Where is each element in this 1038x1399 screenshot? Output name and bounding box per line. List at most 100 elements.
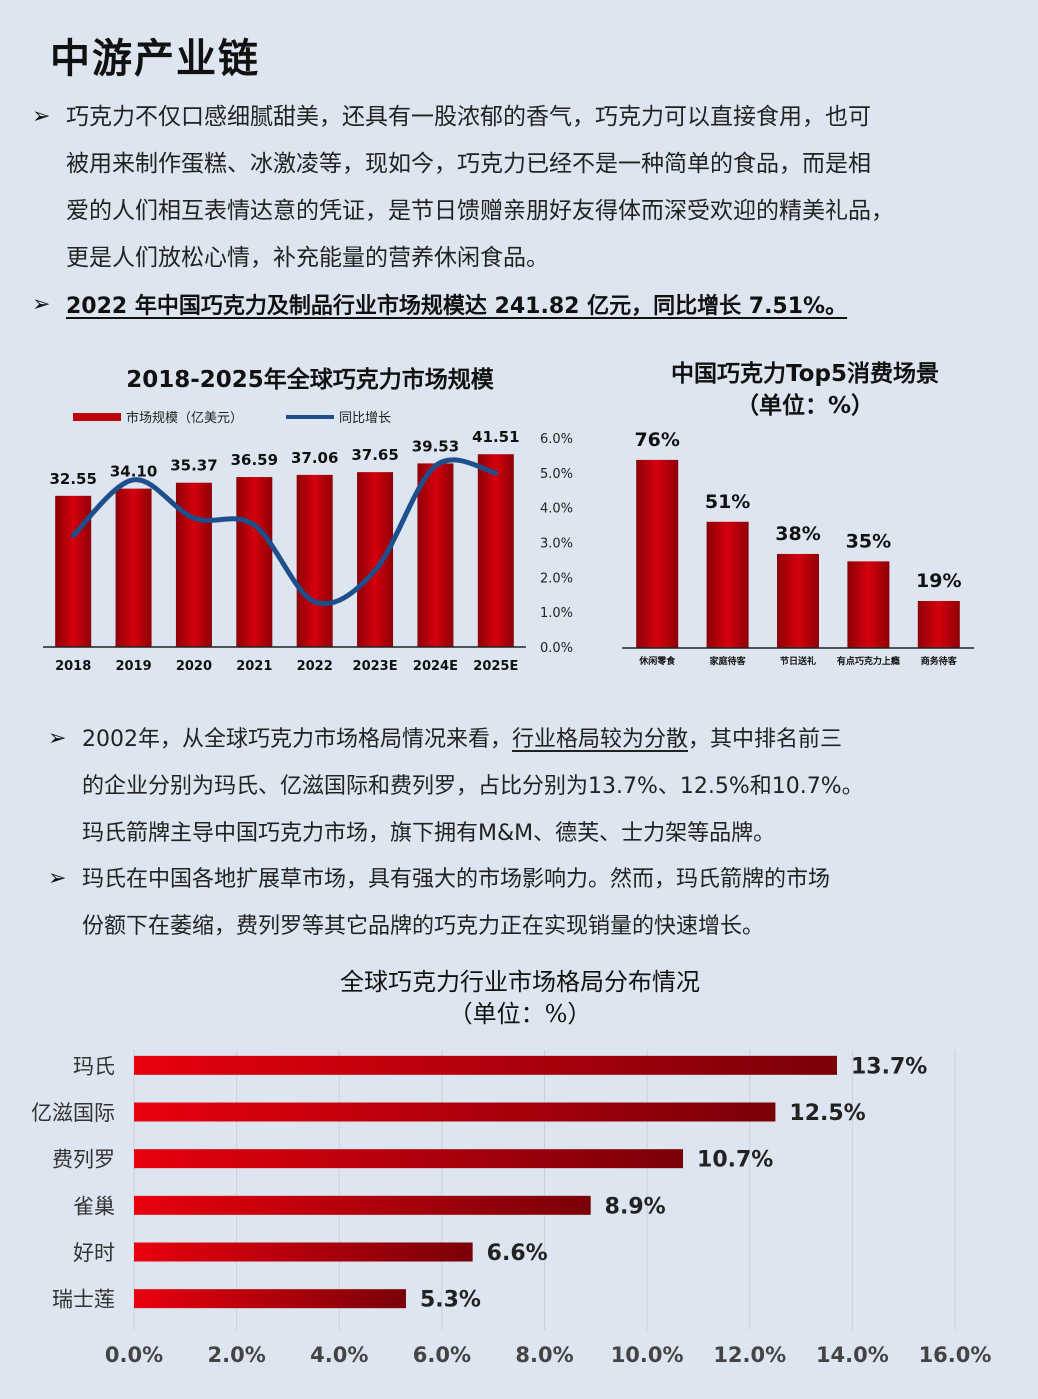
data-label: 37.06: [291, 449, 338, 467]
x-tick-label: 2020: [176, 659, 212, 674]
global-market-chart: 市场规模（亿美元） 同比增长 0.0% 1.0% 2.0% 3.0% 4.0% 5.0% 6.0…: [43, 410, 573, 674]
x-tick-label: 16.0%: [919, 1343, 992, 1367]
x-tick-label: 节日送礼: [780, 655, 816, 667]
bar: [115, 488, 152, 647]
x-tick-label: 2022: [297, 659, 333, 674]
chart2-title-text: 中国巧克力Top5消费场景: [671, 361, 939, 387]
bar: [357, 472, 394, 647]
y-tick-label: 瑞士莲: [52, 1288, 115, 1312]
chart2-title: 中国巧克力Top5消费场景 （单位：%）: [620, 358, 990, 422]
y2-tick-label: 0.0%: [540, 641, 573, 656]
data-label: 38%: [775, 523, 820, 545]
x-tick-label: 有点巧克力上瘾: [837, 655, 900, 667]
bar: [417, 463, 454, 647]
y2-tick-label: 5.0%: [540, 467, 573, 482]
paragraph-line: 爱的人们相互表情达意的凭证，是节日馈赠亲朋好友得体而深受欢迎的精美礼品，: [66, 198, 894, 224]
y-tick-label: 亿滋国际: [31, 1101, 115, 1125]
x-tick-label: 2019: [115, 659, 151, 674]
bar: [636, 459, 679, 648]
chart1-title: 2018-2025年全球巧克力市场规模: [126, 367, 494, 393]
paragraph-line: 2002年，从全球巧克力市场格局情况来看，行业格局较为分散，其中排名前三: [82, 727, 843, 752]
x-tick-label: 12.0%: [713, 1343, 786, 1367]
data-label: 35.37: [170, 457, 217, 475]
underlined-phrase: 行业格局较为分散: [512, 727, 689, 752]
data-label: 32.55: [49, 470, 96, 488]
x-tick-label: 14.0%: [816, 1343, 889, 1367]
data-label: 37.65: [351, 446, 398, 464]
x-tick-label: 0.0%: [105, 1343, 163, 1367]
bullet-arrow-icon: ➢: [48, 866, 67, 891]
bullet-arrow-icon: ➢: [48, 726, 67, 751]
y2-tick-label: 1.0%: [540, 606, 573, 621]
data-label: 36.59: [231, 451, 278, 469]
chart3-title-text: 全球巧克力行业市场格局分布情况: [340, 968, 700, 996]
data-label: 19%: [916, 570, 961, 592]
bar: [777, 553, 819, 648]
x-tick-label: 8.0%: [515, 1343, 573, 1367]
y2-tick-label: 6.0%: [540, 432, 573, 447]
bar: [134, 1195, 591, 1215]
paragraph-line: 玛氏箭牌主导中国巧克力市场，旗下拥有M&M、德芙、士力架等品牌。: [82, 821, 776, 846]
x-tick-label: 家庭待客: [710, 655, 747, 667]
page-title: 中游产业链: [50, 35, 260, 82]
y-tick-label: 好时: [73, 1241, 115, 1265]
x-tick-label: 10.0%: [611, 1343, 684, 1367]
paragraph-line: 巧克力不仅口感细腻甜美，还具有一股浓郁的香气，巧克力可以直接食用，也可: [66, 104, 871, 130]
bar: [296, 474, 333, 647]
consumption-scenario-chart: 76% 休闲零食 51% 家庭待客 38% 节日送礼 35% 有点巧克力上瘾 19% 商务待客: [622, 429, 974, 667]
data-label: 13.7%: [851, 1054, 927, 1079]
growth-line: [70, 457, 499, 606]
bar: [477, 454, 514, 647]
paragraph-landscape: 2002年，从全球巧克力市场格局情况来看，行业格局较为分散，其中排名前三 的企业…: [82, 716, 864, 857]
bullet-arrow-icon: ➢: [32, 292, 51, 317]
data-label: 8.9%: [605, 1194, 666, 1219]
data-label: 35%: [846, 530, 891, 552]
data-label: 5.3%: [420, 1288, 481, 1313]
data-label: 6.6%: [487, 1241, 548, 1266]
y-tick-label: 费列罗: [52, 1148, 115, 1172]
market-share-chart: 0.0% 2.0% 4.0% 6.0% 8.0% 10.0% 12.0% 14.0% 16.0%…: [31, 1050, 992, 1367]
data-label: 12.5%: [789, 1101, 865, 1126]
data-label: 51%: [705, 491, 750, 513]
y2-tick-label: 2.0%: [540, 571, 573, 586]
x-tick-label: 2.0%: [208, 1343, 266, 1367]
x-tick-label: 2021: [236, 659, 272, 674]
x-tick-label: 商务待客: [921, 655, 958, 667]
bullet-arrow-icon: ➢: [32, 104, 51, 129]
paragraph-line: 被用来制作蛋糕、冰激凌等，现如今，巧克力已经不是一种简单的食品，而是相: [66, 151, 871, 177]
x-tick-label: 2024E: [413, 659, 458, 674]
paragraph-mars: 玛氏在中国各地扩展草市场，具有强大的市场影响力。然而，玛氏箭牌的市场 份额下在萎…: [82, 856, 830, 950]
bar: [847, 561, 890, 648]
paragraph-line: 份额下在萎缩，费列罗等其它品牌的巧克力正在实现销量的快速增长。: [82, 914, 765, 939]
bar: [134, 1102, 776, 1122]
y-tick-label: 玛氏: [73, 1054, 115, 1078]
x-tick-label: 休闲零食: [638, 655, 676, 667]
bar: [134, 1242, 473, 1262]
bar: [134, 1149, 684, 1169]
paragraph-intro: 巧克力不仅口感细腻甜美，还具有一股浓郁的香气，巧克力可以直接食用，也可 被用来制…: [66, 94, 894, 282]
chart3-title: 全球巧克力行业市场格局分布情况 （单位：%）: [260, 966, 780, 1030]
y2-tick-label: 4.0%: [540, 502, 573, 517]
data-label: 39.53: [412, 437, 459, 455]
x-tick-label: 2025E: [473, 659, 518, 674]
legend-bar-swatch: [73, 413, 121, 421]
market-size-highlight: 2022 年中国巧克力及制品行业市场规模达 241.82 亿元，同比增长 7.5…: [66, 294, 848, 319]
paragraph-line: 更是人们放松心情，补充能量的营养休闲食品。: [66, 245, 549, 271]
y2-tick-label: 3.0%: [540, 537, 573, 552]
x-tick-label: 2023E: [353, 659, 398, 674]
paragraph-line: 玛氏在中国各地扩展草市场，具有强大的市场影响力。然而，玛氏箭牌的市场: [82, 867, 831, 892]
legend-line-label: 同比增长: [339, 411, 391, 426]
chart3-subtitle: （单位：%）: [448, 1000, 592, 1028]
bar: [236, 477, 273, 647]
x-tick-label: 6.0%: [413, 1343, 471, 1367]
data-label: 10.7%: [697, 1148, 773, 1173]
x-tick-label: 2018: [55, 659, 91, 674]
legend-bar-label: 市场规模（亿美元）: [126, 410, 243, 426]
x-tick-label: 4.0%: [310, 1343, 368, 1367]
data-label: 41.51: [472, 428, 519, 446]
bar: [134, 1055, 837, 1075]
bar: [706, 521, 749, 648]
bar: [134, 1289, 406, 1309]
chart2-subtitle: （单位：%）: [735, 393, 875, 419]
bar: [917, 600, 960, 648]
